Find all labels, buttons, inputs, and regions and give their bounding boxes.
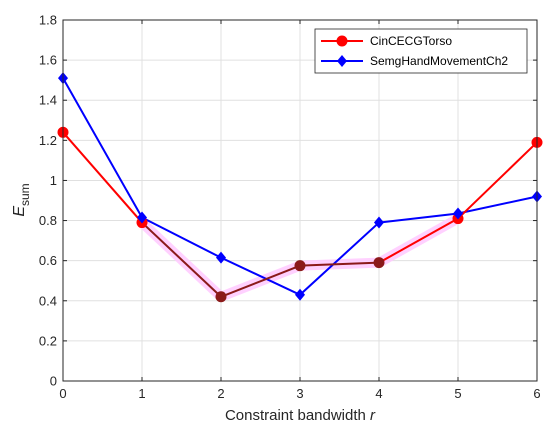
y-tick-label: 1.2 (39, 133, 57, 148)
y-tick-label: 1.4 (39, 93, 57, 108)
legend-entry-semghandmovementch2: SemgHandMovementCh2 (321, 54, 508, 68)
series-segment-cincecgtorso (220, 264, 301, 298)
y-tick-label: 1.8 (39, 13, 57, 28)
point-semghandmovementch2 (295, 288, 305, 301)
x-tick-label: 6 (533, 386, 540, 401)
series-segment-cincecgtorso (299, 261, 380, 267)
point-cincecgtorso (373, 257, 385, 269)
x-axis-label: Constraint bandwidth r (225, 407, 376, 424)
x-tick-label: 3 (296, 386, 303, 401)
legend-entry-cincecgtorso: CinCECGTorso (321, 34, 452, 48)
legend-marker-diamond (337, 55, 347, 67)
point-semghandmovementch2 (137, 211, 147, 224)
x-tick-labels: 0 1 2 3 4 5 6 (59, 386, 540, 401)
series-segment-cincecgtorso (378, 217, 459, 264)
point-cincecgtorso (215, 291, 227, 303)
x-tick-label: 0 (59, 386, 66, 401)
x-tick-label: 1 (138, 386, 145, 401)
point-cincecgtorso (294, 260, 306, 272)
x-tick-label: 4 (375, 386, 382, 401)
legend: CinCECGTorso SemgHandMovementCh2 (314, 28, 528, 74)
point-semghandmovementch2 (453, 207, 463, 220)
plot-area (57, 19, 543, 382)
series-segment-cincecgtorso (141, 221, 222, 298)
legend-box (314, 28, 528, 74)
y-tick-labels: 0 0.2 0.4 0.6 0.8 1 1.2 1.4 1.6 1.8 (39, 13, 57, 389)
point-semghandmovementch2 (216, 251, 226, 264)
x-tick-label: 2 (217, 386, 224, 401)
legend-marker-circle (336, 35, 348, 47)
y-tick-label: 1.6 (39, 53, 57, 68)
y-tick-label: 0.4 (39, 293, 57, 308)
series-segment-cincecgtorso (62, 131, 143, 224)
y-tick-label: 1 (50, 173, 57, 188)
y-tick-label: 0.8 (39, 213, 57, 228)
series-segment-cincecgtorso (457, 141, 538, 220)
plot-frame (62, 19, 538, 382)
y-tick-label: 0 (50, 374, 57, 389)
legend-label-1: CinCECGTorso (370, 34, 452, 48)
y-axis-label: Esum (11, 183, 32, 216)
y-tick-label: 0.2 (39, 333, 57, 348)
point-semghandmovementch2 (374, 216, 384, 229)
legend-label-2: SemgHandMovementCh2 (370, 54, 508, 68)
x-tick-label: 5 (454, 386, 461, 401)
y-tick-label: 0.6 (39, 253, 57, 268)
